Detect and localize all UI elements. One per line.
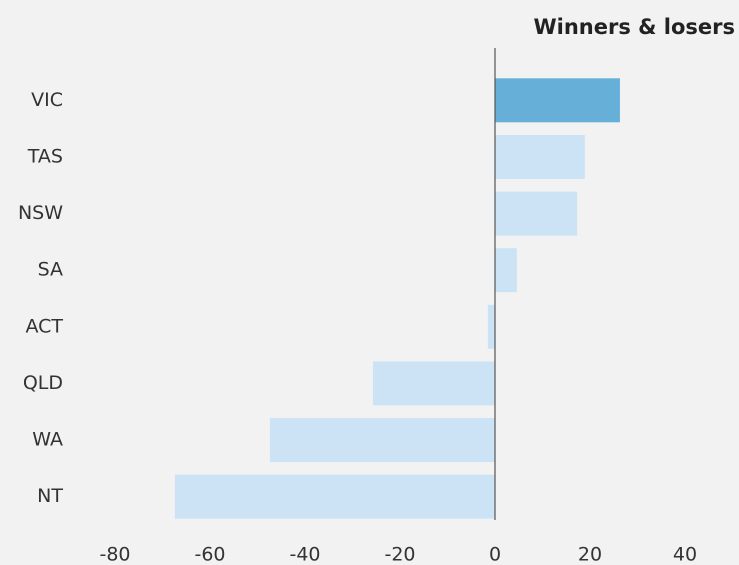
y-tick-label: VIC (31, 89, 63, 111)
y-tick-label: NSW (18, 202, 63, 224)
y-tick-label: SA (38, 259, 63, 281)
bar (495, 134, 585, 179)
x-tick-label: 40 (673, 544, 697, 565)
x-tick-label: -80 (99, 544, 130, 565)
y-tick-label: ACT (25, 315, 63, 337)
x-tick-label: -40 (289, 544, 320, 565)
bar (174, 474, 495, 519)
bar (269, 418, 495, 463)
bar (495, 248, 517, 293)
bar (495, 78, 620, 123)
x-tick-label: -20 (384, 544, 415, 565)
chart-title: Winners & losers (533, 15, 735, 39)
bar (487, 304, 495, 349)
x-tick-label: 0 (489, 544, 501, 565)
y-tick-label: QLD (23, 372, 63, 394)
y-tick-label: NT (37, 485, 63, 507)
y-tick-label: TAS (27, 145, 63, 167)
bar (495, 191, 578, 236)
bar (372, 361, 495, 406)
x-tick-label: -60 (194, 544, 225, 565)
x-tick-label: 20 (578, 544, 602, 565)
y-tick-label: WA (32, 429, 63, 451)
